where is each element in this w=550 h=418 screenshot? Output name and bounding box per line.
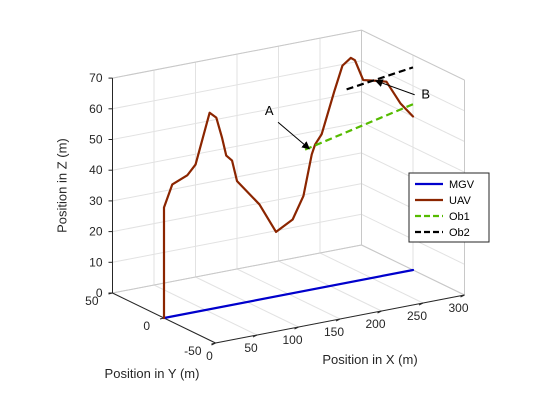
grid-line-z-backwall — [112, 91, 362, 140]
z-tick-label: 0 — [96, 286, 103, 300]
grid-line-z-sidewall — [361, 60, 465, 112]
x-tick — [252, 334, 258, 338]
grid-line-z-sidewall — [361, 121, 465, 173]
y-tick-label: 0 — [143, 319, 150, 333]
series-line-uav — [162, 56, 415, 320]
z-tick-label: 30 — [89, 194, 103, 208]
series-layer — [162, 56, 415, 320]
x-tick-label: 0 — [206, 349, 213, 363]
legend: MGV UAV Ob1 Ob2 — [408, 172, 490, 243]
y-tick — [211, 342, 216, 345]
x-tick-label: 300 — [448, 301, 468, 315]
box-edge — [361, 29, 465, 81]
legend-label-ob2: Ob2 — [449, 227, 470, 239]
series-line-ob1 — [304, 103, 414, 151]
z-tick-label: 50 — [89, 133, 103, 147]
x-tick — [460, 294, 465, 298]
x-axis-label: Position in X (m) — [322, 352, 417, 367]
y-axis-label: Position in Y (m) — [105, 366, 200, 381]
z-axis-label: Position in Z (m) — [55, 138, 70, 233]
annotation-arrow — [374, 79, 415, 96]
grid-line-z-backwall — [112, 121, 362, 171]
annotation-layer: AB — [265, 79, 430, 150]
annotation-label: B — [421, 87, 430, 102]
x-tick-label: 50 — [244, 341, 258, 355]
grid-line-z-backwall — [112, 183, 362, 233]
legend-label-uav: UAV — [449, 195, 471, 207]
x-tick — [418, 302, 424, 306]
series-line-mgv — [162, 268, 415, 320]
y-tick-label: -50 — [184, 344, 202, 358]
x-tick — [294, 326, 299, 330]
grid-line-z-backwall — [112, 60, 362, 110]
z-tick-label: 60 — [89, 102, 103, 116]
x-tick-label: 100 — [282, 333, 302, 347]
grid-line-z-backwall — [112, 213, 362, 263]
x-tick — [377, 310, 382, 314]
x-tick — [335, 318, 341, 322]
legend-label-mgv: MGV — [449, 179, 475, 191]
z-tick-label: 40 — [89, 163, 103, 177]
z-tick-label: 70 — [89, 71, 103, 85]
x-tick-label: 150 — [324, 325, 344, 339]
x-tick-label: 250 — [407, 309, 427, 323]
annotation-arrow — [277, 121, 311, 150]
axes-layer: 050100150200250300-50050010203040506070P… — [55, 71, 469, 381]
box-edge — [112, 29, 362, 79]
y-tick-label: 50 — [85, 294, 99, 308]
box-edge — [112, 244, 362, 294]
z-tick-label: 10 — [89, 255, 103, 269]
annotation-label: A — [265, 103, 274, 118]
x-tick-label: 200 — [365, 317, 385, 331]
z-tick-label: 20 — [89, 225, 103, 239]
series-line-ob2 — [346, 66, 414, 91]
legend-label-ob1: Ob1 — [449, 211, 470, 223]
